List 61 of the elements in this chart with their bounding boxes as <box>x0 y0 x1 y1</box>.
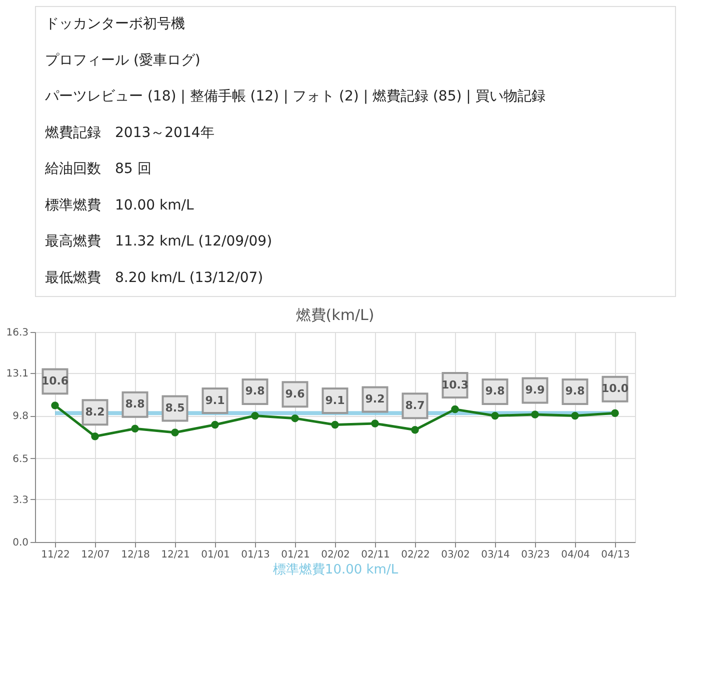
text: プロフィール (愛車ログ) <box>45 52 200 68</box>
y-tick-label: 6.5 <box>12 454 28 465</box>
y-tick-label: 3.3 <box>12 494 28 506</box>
text: 9.8 <box>245 384 265 398</box>
point <box>331 420 339 429</box>
text: 9.2 <box>365 392 385 406</box>
x-tick-label: 12/21 <box>161 550 190 560</box>
point <box>171 428 179 436</box>
text: 8.5 <box>165 401 185 414</box>
text: 9.9 <box>525 383 545 396</box>
text: 標準燃費 10.00 km/L <box>45 197 194 214</box>
text: 10.3 <box>441 378 469 392</box>
x-tick-label: 04/04 <box>561 550 590 560</box>
point <box>451 405 459 414</box>
x-tick-label: 03/23 <box>521 550 550 560</box>
point <box>51 402 59 410</box>
text: 9.8 <box>485 384 505 398</box>
x-tick-label: 02/11 <box>361 550 390 560</box>
text: 9.1 <box>205 394 225 407</box>
x-tick-label: 02/02 <box>321 550 350 560</box>
x-tick-label: 01/13 <box>241 550 270 560</box>
text: 8.8 <box>125 398 145 411</box>
point <box>491 412 499 420</box>
x-tick-label: 12/07 <box>81 550 110 560</box>
text: パーツレビュー (18) | 整備手帳 (12) | フォト (2) | 燃費記録 (85) | 買い物記録 <box>44 88 546 105</box>
text: 9.8 <box>565 384 585 398</box>
y-tick-label: 13.1 <box>6 368 28 380</box>
x-tick-label: 03/14 <box>481 550 510 560</box>
x-tick-label: 02/22 <box>401 550 430 560</box>
y-tick-label: 16.3 <box>6 328 28 338</box>
point <box>411 426 419 434</box>
text: 8.2 <box>85 405 105 418</box>
text: 9.1 <box>325 394 345 407</box>
x-tick-label: 03/02 <box>441 550 470 560</box>
text: 最高燃費 11.32 km/L (12/09/09) <box>45 234 272 250</box>
ref-line-label: 標準燃費10.00 km/L <box>272 562 399 578</box>
point <box>531 410 539 418</box>
text: 最低燃費 8.20 km/L (13/12/07) <box>45 270 264 286</box>
point <box>251 412 259 420</box>
point <box>91 432 99 440</box>
point <box>291 414 299 422</box>
point <box>571 412 579 420</box>
text: 10.0 <box>601 382 629 396</box>
text: 9.6 <box>285 387 305 400</box>
point <box>611 409 619 418</box>
point <box>371 420 379 428</box>
x-tick-label: 04/13 <box>601 550 630 560</box>
text: 10.6 <box>41 374 69 388</box>
text: ドッカンターボ初号機 <box>45 16 185 32</box>
text: 燃費記録 2013～2014年 <box>45 124 214 141</box>
x-tick-label: 01/21 <box>281 550 310 560</box>
chart-title: 燃費(km/L) <box>296 306 374 324</box>
text: 給油回数 85 回 <box>44 161 152 178</box>
y-tick-label: 9.8 <box>12 411 28 422</box>
point <box>131 424 139 432</box>
x-tick-label: 12/18 <box>121 550 150 560</box>
text: 8.7 <box>405 398 425 412</box>
y-tick-label: 0.0 <box>12 538 28 548</box>
x-tick-label: 01/01 <box>201 550 230 560</box>
point <box>211 420 219 429</box>
x-tick-label: 11/22 <box>41 550 70 560</box>
